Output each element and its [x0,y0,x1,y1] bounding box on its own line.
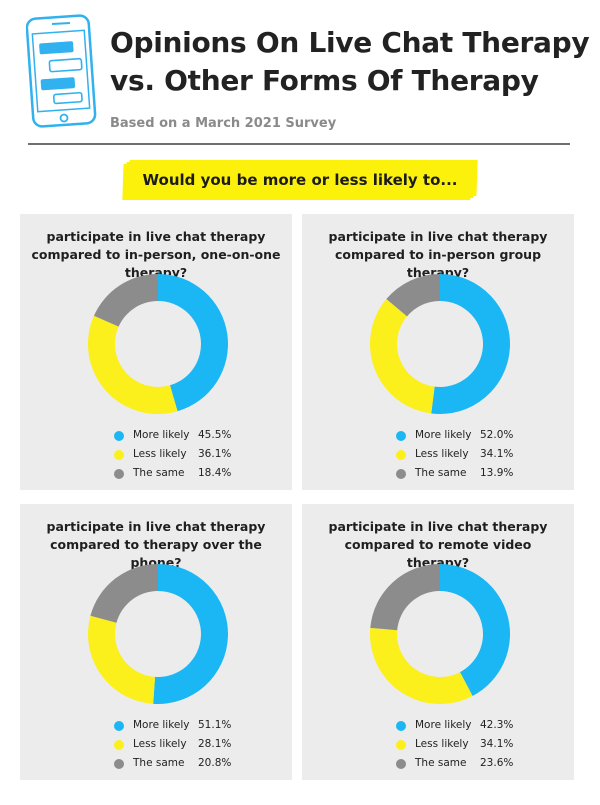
legend-value: 52.0% [480,429,514,441]
page-subtitle: Based on a March 2021 Survey [110,116,337,131]
legend-label: More likely [415,429,472,441]
legend-row-the-same: The same 20.8% [114,756,284,775]
legend-value: 51.1% [198,719,232,731]
legend-row-the-same: The same 13.9% [396,466,566,485]
legend-label: More likely [133,719,190,731]
legend-label: The same [133,757,185,769]
legend-value: 20.8% [198,757,232,769]
legend-row-more-likely: More likely 42.3% [396,718,566,737]
legend-label: The same [415,467,467,479]
legend-label: Less likely [133,738,187,750]
legend-swatch-more-likely [114,431,124,441]
legend-row-less-likely: Less likely 36.1% [114,447,284,466]
legend-swatch-the-same [396,469,406,479]
donut-chart [88,564,229,704]
donut-chart [370,274,510,414]
legend-swatch-less-likely [114,450,124,460]
chart-title: participate in live chat therapy compare… [31,229,281,280]
legend-swatch-more-likely [114,721,124,731]
legend-swatch-less-likely [396,740,406,750]
legend-label: Less likely [415,448,469,460]
chart-title: participate in live chat therapy compare… [46,519,266,570]
legend-row-more-likely: More likely 51.1% [114,718,284,737]
phone-chat-icon [26,14,97,128]
chart-legend: More likely 52.0% Less likely 34.1% The … [396,428,566,485]
slice-more-likely [440,564,510,696]
slice-the-same [93,274,158,327]
title-line-1: Opinions On Live Chat Therapy [110,26,590,59]
slice-less-likely [88,615,156,704]
legend-row-less-likely: Less likely 34.1% [396,737,566,756]
legend-value: 18.4% [198,467,232,479]
legend-row-the-same: The same 23.6% [396,756,566,775]
legend-swatch-less-likely [396,450,406,460]
chart-panel-group: participate in live chat therapy compare… [302,214,574,490]
donut-chart [370,564,510,704]
title-line-2: vs. Other Forms Of Therapy [110,64,539,97]
slice-more-likely [158,274,228,412]
legend-label: Less likely [415,738,469,750]
legend-label: More likely [415,719,472,731]
legend-value: 42.3% [480,719,514,731]
slice-the-same [386,274,440,317]
legend-label: Less likely [133,448,187,460]
chart-panel-phone: participate in live chat therapy compare… [20,504,292,780]
legend-row-more-likely: More likely 52.0% [396,428,566,447]
legend-label: More likely [133,429,190,441]
legend-swatch-the-same [114,469,124,479]
page-title: Opinions On Live Chat Therapy vs. Other … [110,24,590,100]
chart-panel-in-person: participate in live chat therapy compare… [20,214,292,490]
legend-row-the-same: The same 18.4% [114,466,284,485]
legend-value: 23.6% [480,757,514,769]
legend-value: 34.1% [480,738,514,750]
header-divider [28,143,570,145]
header: Opinions On Live Chat Therapy vs. Other … [0,0,600,150]
chart-panel-video: participate in live chat therapy compare… [302,504,574,780]
legend-label: The same [415,757,467,769]
legend-label: The same [133,467,185,479]
legend-swatch-more-likely [396,721,406,731]
slice-less-likely [370,299,435,414]
legend-value: 13.9% [480,467,514,479]
slice-less-likely [370,627,473,704]
slice-more-likely [431,274,510,414]
legend-row-less-likely: Less likely 28.1% [114,737,284,756]
legend-value: 28.1% [198,738,232,750]
legend-swatch-the-same [396,759,406,769]
legend-value: 45.5% [198,429,232,441]
question-banner: Would you be more or less likely to... [142,171,458,189]
slice-more-likely [153,564,229,704]
legend-value: 34.1% [480,448,514,460]
slice-less-likely [88,315,178,414]
chart-legend: More likely 42.3% Less likely 34.1% The … [396,718,566,775]
legend-row-more-likely: More likely 45.5% [114,428,284,447]
legend-swatch-more-likely [396,431,406,441]
legend-value: 36.1% [198,448,232,460]
chart-legend: More likely 45.5% Less likely 36.1% The … [114,428,284,485]
legend-swatch-less-likely [114,740,124,750]
legend-swatch-the-same [114,759,124,769]
legend-row-less-likely: Less likely 34.1% [396,447,566,466]
donut-chart [88,274,228,414]
slice-the-same [90,564,158,623]
slice-the-same [370,564,440,631]
chart-legend: More likely 51.1% Less likely 28.1% The … [114,718,284,775]
